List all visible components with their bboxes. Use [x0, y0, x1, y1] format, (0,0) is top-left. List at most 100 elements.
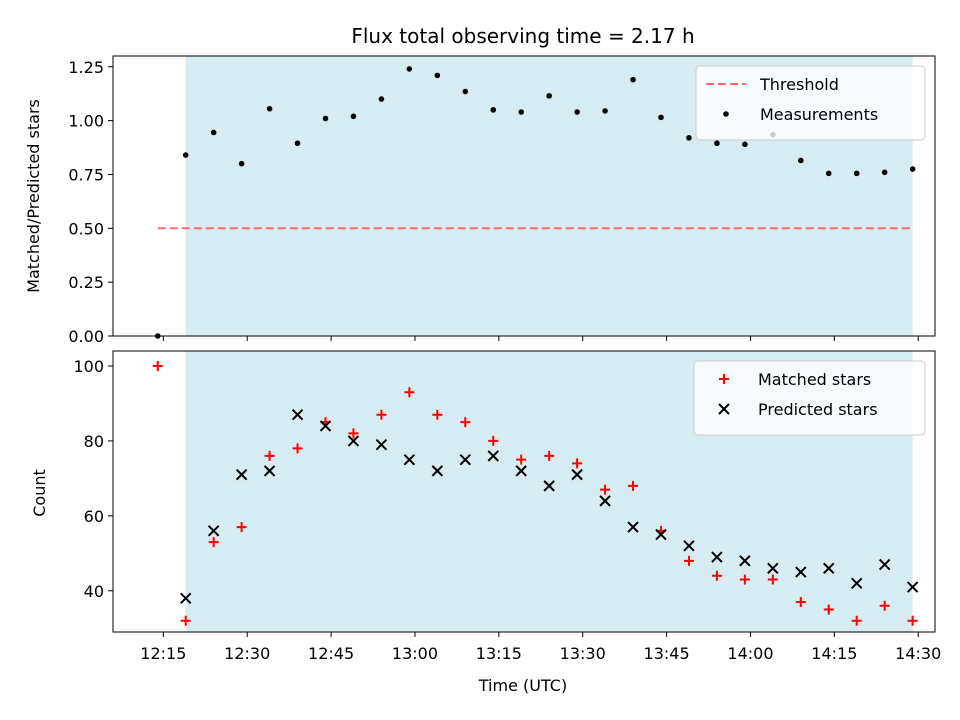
bottom-series-2-point — [347, 435, 360, 447]
top-series-1-point — [602, 108, 608, 114]
bottom-series-1-point — [879, 600, 890, 611]
bottom-series-2-point — [179, 592, 192, 604]
bottom-series-2-point — [431, 465, 444, 477]
bottom-series-1-point — [600, 484, 611, 495]
bottom-series-1-point — [180, 615, 191, 626]
bottom-series-2-point — [767, 562, 779, 575]
bottom-y-tick-label: 80 — [84, 432, 104, 451]
top-series-1 — [154, 66, 916, 339]
top-series-1-point — [294, 140, 301, 147]
top-legend-box — [695, 65, 926, 141]
bottom-series-1-point — [460, 417, 471, 428]
legend-label: Matched stars — [758, 370, 871, 389]
bottom-series-1-point — [404, 387, 415, 398]
bottom-series-2-point — [543, 480, 555, 492]
x-tick-label: 14:00 — [727, 644, 773, 663]
top-series-1-point — [881, 169, 888, 176]
top-series-1-point — [909, 166, 916, 172]
top-series-1-point — [797, 157, 804, 164]
top-series-1-point — [825, 170, 832, 177]
bottom-series-2-point — [627, 521, 639, 533]
top-series-1-point — [322, 115, 329, 122]
bottom-series-1 — [152, 360, 918, 626]
bottom-series-1-point — [823, 604, 834, 615]
bottom-series-1-point — [683, 555, 694, 566]
bottom-series-2-point — [683, 540, 695, 552]
bottom-y-tick-label: 60 — [84, 507, 104, 526]
top-series-1-point — [406, 66, 413, 72]
x-tick-label: 12:45 — [308, 644, 354, 663]
bottom-series-2-point — [319, 420, 332, 432]
legend-label: Predicted stars — [758, 400, 878, 419]
top-legend: Threshold Measurements — [695, 65, 926, 141]
bottom-series-2-point — [515, 465, 527, 477]
bottom-legend-box — [693, 360, 926, 436]
top-series-1-point — [853, 170, 860, 177]
bottom-series-1-point — [348, 428, 359, 439]
top-series-1-point — [490, 107, 497, 113]
bottom-series-1-point — [739, 574, 750, 585]
bottom-series-1-point — [264, 450, 275, 461]
bottom-series-1-point — [236, 522, 247, 533]
bottom-series-2-point — [487, 450, 499, 462]
bottom-series-2-point — [459, 453, 471, 466]
bottom-series-1-point — [767, 574, 778, 585]
x-tick-label: 13:30 — [560, 644, 606, 663]
top-series-1-point — [434, 72, 441, 79]
bottom-series-2-point — [263, 465, 276, 477]
x-tick-label: 14:15 — [811, 644, 857, 663]
bottom-series-2-point — [599, 495, 611, 507]
bottom-series-2-point — [795, 566, 807, 578]
bottom-series-2-point — [906, 581, 919, 593]
top-panel: 0.00 0.25 0.50 0.75 1.00 1.25 Threshold Measure… — [68, 55, 936, 346]
bottom-series-2-point — [375, 438, 388, 451]
x-tick-label: 14:30 — [895, 644, 941, 663]
legend-marker-swatch — [719, 374, 729, 384]
top-y-tick-label: 0.50 — [68, 219, 104, 238]
bottom-series-2-point — [291, 408, 304, 421]
x-tick-label: 13:15 — [476, 644, 522, 663]
legend-marker-swatch — [718, 403, 730, 415]
x-tick-label: 12:30 — [224, 644, 270, 663]
top-series-1-point — [574, 109, 580, 115]
bottom-panel: 40 60 80 100 12:15 12:30 12:45 13:00 13:15 13:30 1… — [73, 350, 941, 663]
bottom-series-1-point — [628, 480, 639, 491]
top-axes-frame — [112, 55, 936, 337]
bottom-series-2-point — [711, 551, 723, 563]
top-series-1-point — [518, 109, 525, 115]
top-y-tick-label: 0.25 — [68, 273, 104, 292]
bottom-legend: Matched stars Predicted stars — [693, 360, 926, 436]
bottom-series-2-point — [823, 562, 835, 575]
bottom-series-2-point — [739, 555, 751, 567]
x-tick-label: 12:15 — [140, 644, 186, 663]
top-y-tick-label: 1.00 — [68, 112, 104, 131]
bottom-series-2-point — [851, 577, 863, 590]
bottom-series-2-point — [571, 468, 583, 481]
bottom-axes-frame — [112, 350, 936, 633]
x-tick-label: 13:00 — [392, 644, 438, 663]
top-series-1-point — [378, 96, 385, 102]
chart-title: Flux total observing time = 2.17 h — [351, 24, 694, 48]
bottom-series-2-point — [878, 558, 891, 571]
top-series-1-point — [742, 141, 748, 148]
top-series-1-point — [210, 129, 217, 136]
top-series-1-point — [350, 113, 357, 120]
top-series-1-point — [546, 93, 552, 99]
top-series-1-point — [630, 76, 636, 83]
bottom-series-1-point — [907, 615, 918, 626]
bottom-series-2-point — [655, 528, 667, 541]
top-series-1-point — [266, 105, 273, 112]
top-series-1-point — [182, 152, 189, 158]
bottom-series-1-point — [851, 615, 862, 626]
bottom-series-2-point — [207, 525, 220, 537]
bottom-y-tick-label: 40 — [84, 582, 104, 601]
top-y-axis-label: Matched/Predicted stars — [24, 99, 43, 293]
bottom-series-2-point — [235, 468, 248, 481]
bottom-series-1-point — [292, 443, 303, 454]
top-series-1-point — [714, 140, 720, 147]
x-tick-label: 13:45 — [644, 644, 690, 663]
legend-label: Measurements — [760, 105, 878, 124]
bottom-series-1-point — [376, 409, 387, 420]
bottom-series-2 — [179, 408, 919, 604]
